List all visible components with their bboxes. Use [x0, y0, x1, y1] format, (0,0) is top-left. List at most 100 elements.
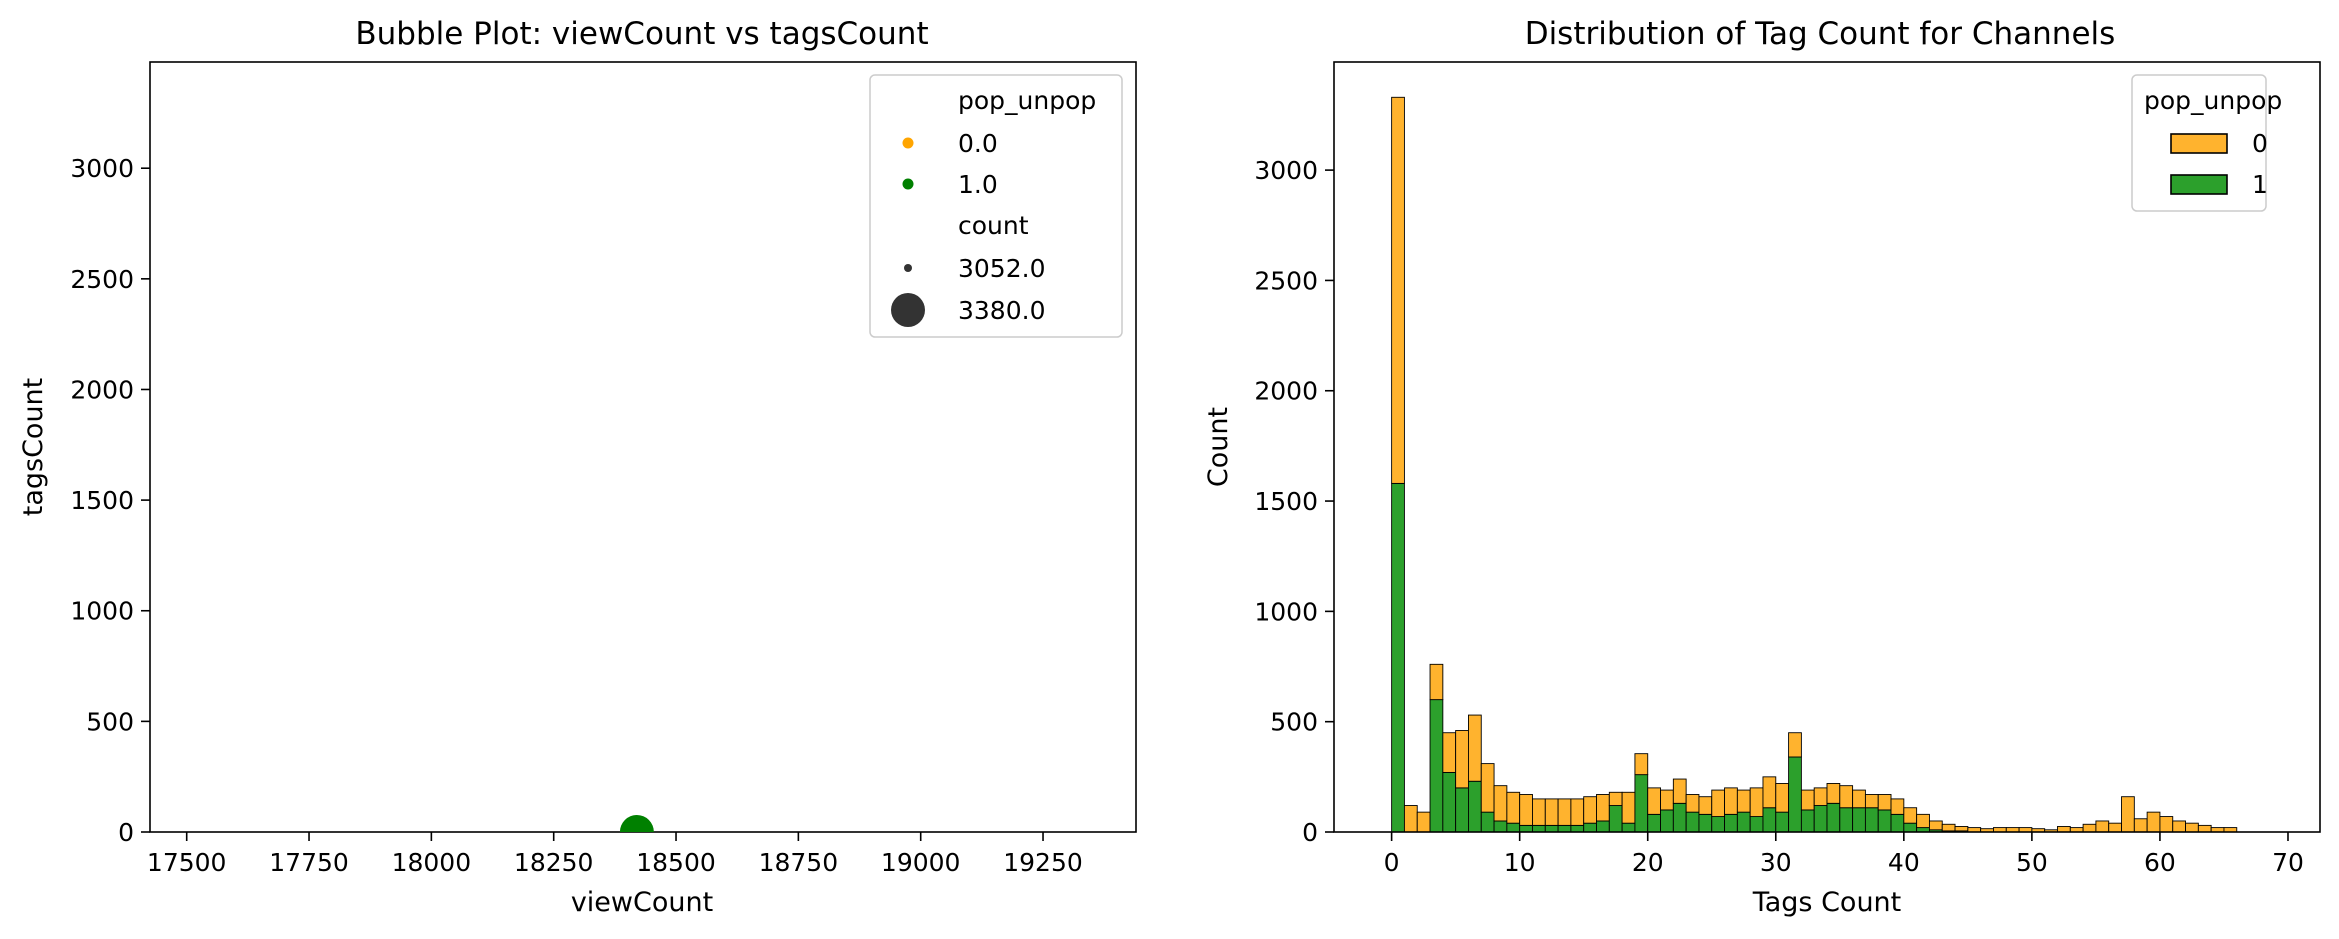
histogram-bar-0 — [1583, 796, 1597, 824]
histogram-bar-0 — [1903, 807, 1918, 824]
histogram-bar-1 — [1736, 811, 1751, 833]
histogram-bar-1 — [1839, 807, 1854, 833]
histogram-y-tick-label: 0 — [1302, 818, 1318, 847]
bubble-y-ticks: 0 500 1000 1500 2000 2500 3000 — [70, 154, 150, 847]
histogram-y-tick-label: 3000 — [1254, 156, 1318, 185]
bubble-legend-box — [869, 74, 1123, 338]
histogram-bar-0 — [2057, 826, 2071, 833]
histogram-bar-0 — [1468, 714, 1482, 782]
bubble-legend-label-0: 0.0 — [958, 129, 998, 158]
histogram-bar-0 — [1544, 798, 1559, 826]
histogram-bar-1 — [1800, 809, 1815, 833]
histogram-bar-0 — [1928, 820, 1943, 831]
histogram-bar-1 — [1468, 780, 1482, 833]
bubble-point — [619, 815, 654, 832]
bubble-x-tick-label: 19000 — [881, 848, 961, 877]
histogram-bar-1 — [1685, 811, 1700, 833]
histogram-bar-1 — [1647, 813, 1661, 833]
histogram-legend-label-1: 1 — [2252, 170, 2268, 199]
histogram-bar-0 — [1391, 96, 1405, 484]
histogram-legend-title: pop_unpop — [2144, 86, 2282, 115]
histogram-bar-1 — [1391, 482, 1405, 833]
bubble-legend-size-large-label: 3380.0 — [958, 296, 1045, 325]
histogram-bar-0 — [1890, 798, 1905, 815]
histogram-bar-0 — [1711, 789, 1726, 818]
histogram-bar-0 — [1442, 732, 1457, 773]
histogram-bar-0 — [1660, 789, 1674, 811]
bubble-y-axis-label: tagsCount — [18, 378, 49, 517]
bubble-x-ticks: 17500 17750 18000 18250 18500 18750 19000 19250 — [147, 832, 1083, 877]
histogram-bar-0 — [2082, 823, 2097, 833]
histogram-chart: Distribution of Tag Count for Channels 0… — [1203, 16, 2321, 918]
bubble-x-tick-label: 18000 — [392, 848, 472, 877]
bubble-legend-size-title: count — [958, 211, 1029, 240]
histogram-x-axis-label: Tags Count — [1752, 887, 1902, 918]
histogram-bar-0 — [2133, 818, 2148, 833]
histogram-bar-0 — [1877, 794, 1892, 811]
histogram-y-axis-label: Count — [1203, 407, 1234, 487]
histogram-bar-0 — [1954, 826, 1969, 832]
histogram-x-tick-label: 40 — [1888, 848, 1920, 877]
histogram-bar-0 — [1736, 789, 1751, 813]
histogram-bar-1 — [1532, 824, 1546, 833]
histogram-bar-1 — [1506, 822, 1521, 833]
bubble-chart: Bubble Plot: viewCount vs tagsCount 1750… — [18, 16, 1137, 918]
histogram-x-tick-label: 20 — [1632, 848, 1664, 877]
histogram-bar-0 — [2197, 824, 2212, 833]
histogram-bar-1 — [1493, 820, 1508, 833]
histogram-bar-0 — [1749, 787, 1764, 818]
bubble-x-axis-label: viewCount — [571, 887, 713, 918]
histogram-legend-label-0: 0 — [2252, 129, 2268, 158]
histogram-plot-frame — [1333, 61, 2321, 833]
histogram-bar-1 — [1890, 813, 1905, 833]
bubble-y-tick-label: 2000 — [70, 375, 134, 404]
histogram-y-tick-label: 500 — [1270, 708, 1318, 737]
histogram-bar-0 — [1506, 791, 1521, 824]
histogram-bar-1 — [1596, 820, 1610, 833]
histogram-y-tick-label: 2000 — [1254, 377, 1318, 406]
histogram-bar-0 — [1775, 783, 1790, 813]
bubble-legend-label-1: 1.0 — [958, 170, 998, 199]
histogram-bar-0 — [2121, 796, 2135, 833]
bubble-x-tick-label: 17750 — [269, 848, 349, 877]
histogram-bar-0 — [1839, 785, 1854, 809]
histogram-bar-0 — [1647, 787, 1661, 815]
histogram-x-tick-label: 60 — [2144, 848, 2176, 877]
histogram-legend-swatch-0 — [2170, 133, 2228, 154]
histogram-bar-1 — [1724, 813, 1738, 833]
histogram-bar-1 — [1826, 802, 1841, 833]
histogram-bar-1 — [1557, 824, 1572, 833]
histogram-bar-0 — [1532, 798, 1546, 826]
histogram-bar-0 — [1762, 776, 1777, 809]
histogram-y-tick-label: 1000 — [1254, 597, 1318, 626]
bubble-y-tick-label: 0 — [118, 818, 134, 847]
bubble-points — [619, 815, 654, 832]
histogram-bar-0 — [1852, 789, 1866, 809]
histogram-bar-1 — [1749, 816, 1764, 833]
histogram-bar-1 — [1519, 824, 1533, 833]
histogram-bar-1 — [1583, 822, 1597, 833]
bubble-chart-title: Bubble Plot: viewCount vs tagsCount — [355, 16, 928, 52]
histogram-bar-0 — [1724, 787, 1738, 815]
histogram-bar-1 — [1429, 699, 1444, 833]
histogram-x-tick-label: 50 — [2016, 848, 2048, 877]
bubble-legend-size-small-label: 3052.0 — [958, 254, 1045, 283]
histogram-bar-0 — [2108, 822, 2122, 833]
histogram-bar-1 — [1480, 811, 1495, 833]
bubble-legend: pop_unpop 0.0 1.0 count 3052.0 3380.0 — [869, 74, 1123, 338]
histogram-bar-1 — [1672, 802, 1687, 833]
histogram-bar-0 — [1788, 732, 1802, 758]
histogram-bar-0 — [1813, 787, 1828, 806]
bubble-x-tick-label: 18750 — [759, 848, 839, 877]
bubble-x-tick-label: 19250 — [1003, 848, 1083, 877]
histogram-bar-1 — [1544, 824, 1559, 833]
histogram-bar-0 — [1557, 798, 1572, 826]
histogram-bar-1 — [1608, 805, 1623, 833]
histogram-bar-0 — [1403, 805, 1418, 833]
histogram-bar-0 — [2095, 820, 2110, 833]
histogram-x-tick-label: 0 — [1384, 848, 1400, 877]
bubble-y-tick-label: 1000 — [70, 597, 134, 626]
histogram-bar-1 — [1903, 822, 1918, 833]
histogram-x-tick-label: 10 — [1504, 848, 1536, 877]
